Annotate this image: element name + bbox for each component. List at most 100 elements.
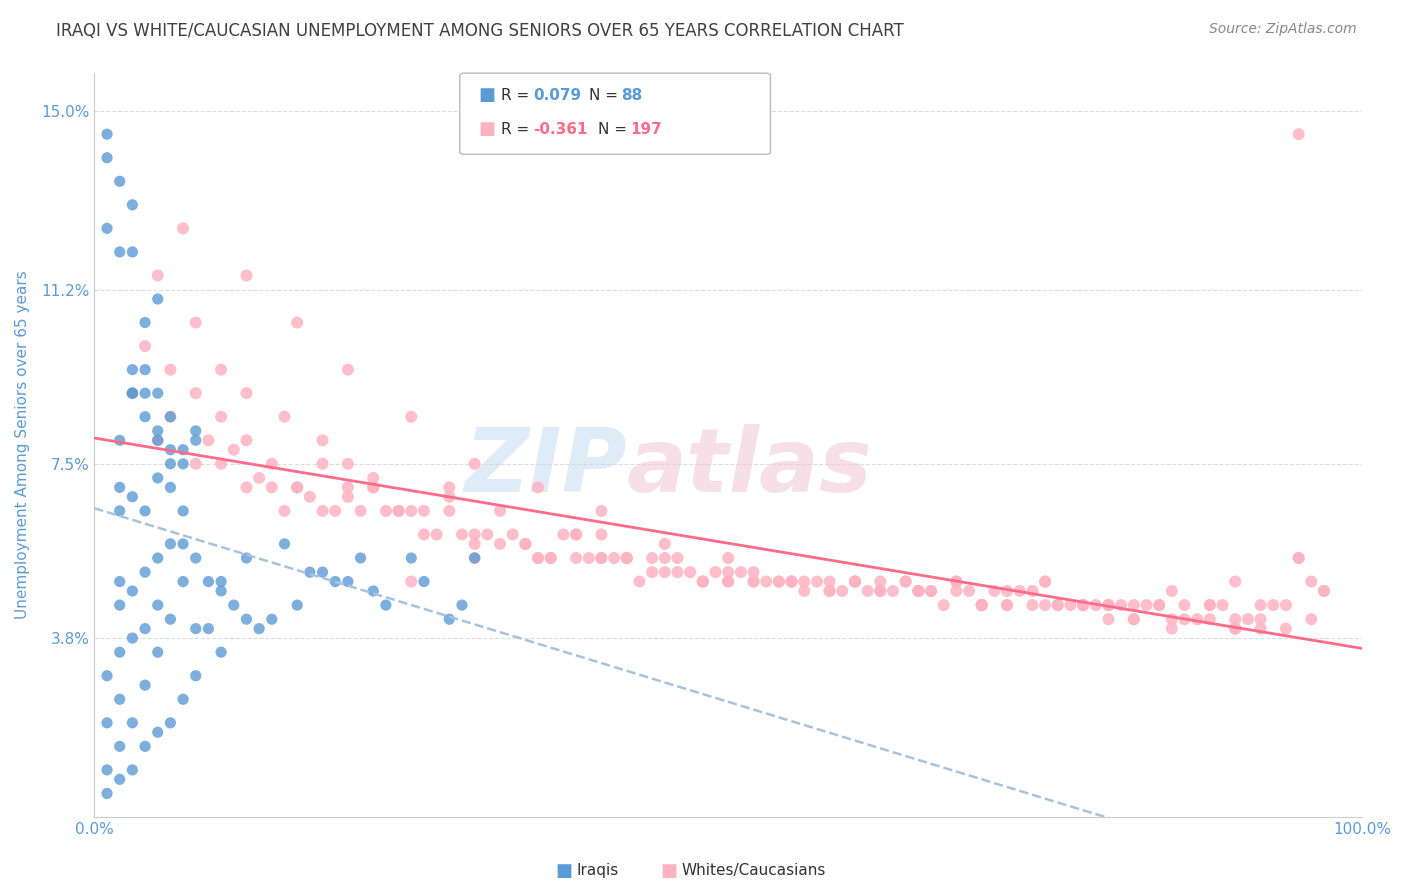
- Point: [146, 725, 169, 739]
- Point: [285, 598, 308, 612]
- Point: [1313, 584, 1336, 599]
- Point: [1033, 574, 1056, 589]
- Point: [108, 434, 131, 448]
- Point: [311, 504, 333, 518]
- Point: [121, 490, 143, 504]
- Point: [96, 127, 118, 141]
- Point: [184, 669, 207, 683]
- Text: -0.361: -0.361: [533, 122, 588, 136]
- Point: [553, 527, 575, 541]
- Point: [134, 362, 156, 376]
- Point: [1160, 612, 1182, 626]
- Point: [591, 527, 613, 541]
- Point: [146, 434, 169, 448]
- Point: [844, 574, 866, 589]
- Point: [1212, 598, 1234, 612]
- Point: [197, 622, 219, 636]
- Point: [121, 763, 143, 777]
- Point: [616, 551, 638, 566]
- Point: [108, 574, 131, 589]
- Point: [311, 565, 333, 579]
- Point: [121, 362, 143, 376]
- Point: [401, 574, 423, 589]
- Point: [121, 631, 143, 645]
- Point: [995, 598, 1018, 612]
- Point: [209, 645, 232, 659]
- Point: [844, 574, 866, 589]
- Point: [1033, 598, 1056, 612]
- Point: [540, 551, 562, 566]
- Point: [970, 598, 993, 612]
- Point: [374, 504, 396, 518]
- Point: [628, 574, 651, 589]
- Point: [793, 574, 815, 589]
- Point: [336, 480, 359, 494]
- Point: [134, 386, 156, 401]
- Point: [1250, 612, 1272, 626]
- Point: [932, 598, 955, 612]
- Point: [1301, 612, 1323, 626]
- Point: [1097, 598, 1119, 612]
- Point: [134, 504, 156, 518]
- Point: [96, 669, 118, 683]
- Point: [134, 409, 156, 424]
- Point: [730, 565, 752, 579]
- Text: ■: ■: [555, 862, 572, 880]
- Point: [209, 409, 232, 424]
- Point: [1237, 612, 1260, 626]
- Point: [907, 584, 929, 599]
- Point: [591, 551, 613, 566]
- Point: [641, 551, 664, 566]
- Point: [273, 409, 295, 424]
- Point: [641, 565, 664, 579]
- Point: [945, 574, 967, 589]
- Point: [1250, 598, 1272, 612]
- Point: [172, 221, 194, 235]
- Point: [717, 574, 740, 589]
- Point: [970, 598, 993, 612]
- Point: [361, 480, 384, 494]
- Point: [907, 584, 929, 599]
- Point: [869, 574, 891, 589]
- Point: [260, 457, 283, 471]
- Text: ZIP: ZIP: [464, 424, 627, 511]
- Point: [1225, 622, 1247, 636]
- Point: [1135, 598, 1157, 612]
- Point: [273, 504, 295, 518]
- Point: [1071, 598, 1094, 612]
- Point: [983, 584, 1005, 599]
- Point: [108, 174, 131, 188]
- Point: [1059, 598, 1081, 612]
- Point: [159, 480, 181, 494]
- Point: [184, 424, 207, 438]
- Point: [108, 772, 131, 787]
- Point: [1250, 622, 1272, 636]
- Point: [1313, 584, 1336, 599]
- Point: [1199, 598, 1222, 612]
- Point: [134, 678, 156, 692]
- Point: [1122, 598, 1144, 612]
- Point: [768, 574, 790, 589]
- Point: [311, 434, 333, 448]
- Point: [172, 504, 194, 518]
- Point: [717, 574, 740, 589]
- Text: 197: 197: [630, 122, 662, 136]
- Point: [374, 598, 396, 612]
- Point: [565, 527, 588, 541]
- Point: [413, 504, 436, 518]
- Point: [1288, 127, 1310, 141]
- Point: [413, 527, 436, 541]
- Point: [692, 574, 714, 589]
- Point: [108, 504, 131, 518]
- Text: ■: ■: [661, 862, 678, 880]
- Point: [679, 565, 702, 579]
- Point: [146, 471, 169, 485]
- Point: [172, 574, 194, 589]
- Point: [235, 268, 257, 283]
- Point: [159, 442, 181, 457]
- Point: [1021, 598, 1043, 612]
- Point: [780, 574, 803, 589]
- Point: [146, 598, 169, 612]
- Point: [159, 457, 181, 471]
- Point: [349, 504, 371, 518]
